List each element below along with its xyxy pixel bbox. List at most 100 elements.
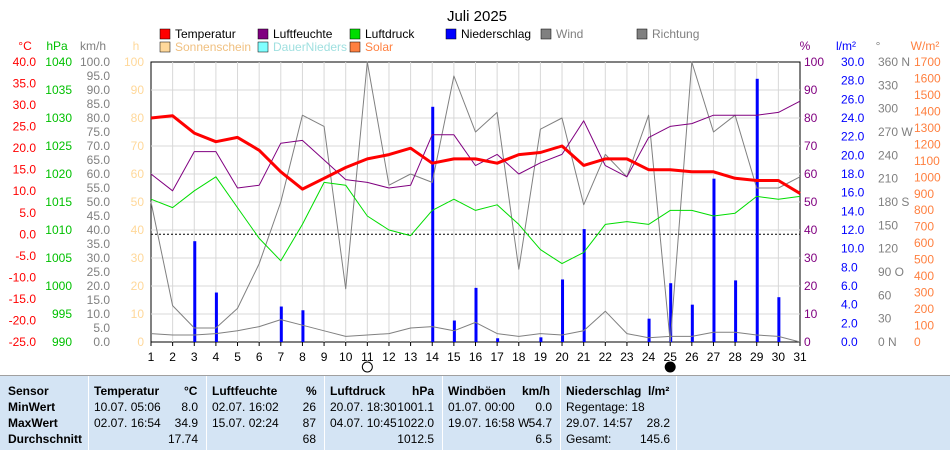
stat-rain-text-row-2: Gesamt:: [566, 432, 612, 446]
stat-wind-val-row-2: 6.5: [535, 432, 552, 446]
axis-tick-0-8: 0.0: [19, 227, 36, 241]
x-label-10: 10: [339, 350, 353, 364]
rain-bar-day-25: [669, 283, 673, 342]
axis-tick-6-5: 210: [878, 172, 898, 186]
axis-tick-5-13: 4.0: [841, 298, 858, 312]
x-label-21: 21: [577, 350, 591, 364]
axis-tick-7-7: 1000: [914, 170, 941, 184]
axis-unit-5: l/m²: [836, 39, 856, 53]
axis-tick-3-5: 50: [131, 195, 145, 209]
x-label-13: 13: [404, 350, 418, 364]
stat-press-time-row-0: 20.07. 18:30: [330, 400, 397, 414]
legend-label-6: Sonnenschein: [175, 40, 251, 54]
axis-tick-6-0: 360 N: [878, 55, 910, 69]
axis-tick-0-1: 35.0: [13, 77, 37, 91]
stat-hum-time-row-0: 02.07. 16:02: [212, 400, 279, 414]
axis-tick-3-8: 20: [131, 279, 145, 293]
axis-tick-2-0: 100.0: [80, 55, 110, 69]
axis-tick-2-18: 10.0: [87, 307, 111, 321]
axis-tick-0-13: -25.0: [9, 335, 37, 349]
series-line-luftdruck: [150, 176, 801, 265]
rain-bar-day-21: [582, 229, 586, 342]
axis-tick-5-15: 0.0: [841, 335, 858, 349]
legend-swatch-5: [636, 28, 648, 40]
x-label-5: 5: [234, 350, 241, 364]
axis-tick-7-0: 1700: [914, 55, 941, 69]
stat-wind-time-row-0: 01.07. 00:00: [448, 400, 515, 414]
axis-unit-3: h: [133, 39, 140, 53]
axis-tick-2-2: 90.0: [87, 83, 111, 97]
stat-temp-time-row-0: 10.07. 05:06: [94, 400, 161, 414]
axis-tick-2-14: 30.0: [87, 251, 111, 265]
axis-tick-2-8: 60.0: [87, 167, 111, 181]
axis-tick-3-2: 80: [131, 111, 145, 125]
x-label-6: 6: [256, 350, 263, 364]
stat-hum-val-row-2: 68: [302, 432, 316, 446]
axis-tick-4-9: 10: [804, 307, 818, 321]
axis-tick-0-9: -5.0: [15, 249, 36, 263]
x-label-30: 30: [772, 350, 786, 364]
stat-label-row-1: MaxWert: [8, 416, 58, 430]
axis-tick-4-1: 90: [804, 83, 818, 97]
stat-hum-time-row-1: 15.07. 02:24: [212, 416, 279, 430]
axis-tick-4-3: 70: [804, 139, 818, 153]
legend-swatch-0: [159, 28, 171, 40]
axis-tick-1-9: 995: [52, 307, 72, 321]
rain-bar-day-19: [539, 337, 543, 342]
axis-tick-2-13: 35.0: [87, 237, 111, 251]
stat-hum-val-row-1: 87: [302, 416, 316, 430]
axis-tick-6-11: 30: [878, 312, 892, 326]
axis-tick-0-11: -15.0: [9, 292, 37, 306]
axis-tick-0-12: -20.0: [9, 313, 37, 327]
stat-hum-val-row-0: 26: [302, 400, 316, 414]
axis-tick-0-2: 30.0: [13, 98, 37, 112]
axis-tick-2-16: 20.0: [87, 279, 111, 293]
axis-tick-1-10: 990: [52, 335, 72, 349]
axis-tick-2-5: 75.0: [87, 125, 111, 139]
axis-unit-4: %: [800, 39, 811, 53]
axis-tick-6-6: 180 S: [878, 195, 909, 209]
axis-tick-2-10: 50.0: [87, 195, 111, 209]
x-label-19: 19: [534, 350, 548, 364]
axis-tick-2-3: 85.0: [87, 97, 111, 111]
x-label-25: 25: [664, 350, 678, 364]
axis-tick-6-9: 90 O: [878, 265, 904, 279]
axis-tick-0-4: 20.0: [13, 141, 37, 155]
axis-tick-3-10: 0: [137, 335, 144, 349]
axis-tick-2-17: 15.0: [87, 293, 111, 307]
axis-tick-4-0: 100: [804, 55, 824, 69]
header-rain: Niederschlag: [566, 384, 642, 398]
axis-tick-4-10: 0: [804, 335, 811, 349]
series-line-wind: [150, 61, 801, 343]
rain-bar-day-4: [214, 292, 218, 342]
legend-swatch-6: [159, 41, 171, 53]
axis-tick-3-3: 70: [131, 139, 145, 153]
axis-unit-1: hPa: [46, 39, 68, 53]
rain-bar-day-29: [755, 78, 759, 343]
x-label-8: 8: [299, 350, 306, 364]
x-label-29: 29: [750, 350, 764, 364]
axis-tick-1-7: 1005: [45, 251, 72, 265]
x-axis: 1 2 3 4 5 6 7 8 9 10 11 12 13 14 15 16 17 18 19 20 21 22 23 24 2…: [148, 342, 807, 364]
x-label-31: 31: [793, 350, 807, 364]
axis-tick-7-9: 800: [914, 203, 934, 217]
stat-temp-val-row-0: 8.0: [181, 400, 198, 414]
axes: °C40.035.030.025.020.015.010.05.00.0-5.0…: [9, 39, 941, 349]
axis-tick-7-8: 900: [914, 187, 934, 201]
axis-tick-1-4: 1020: [45, 167, 72, 181]
series-line-temperatur: [150, 114, 801, 195]
stat-wind-val-row-0: 0.0: [535, 400, 552, 414]
statistics-table: Sensor Temperatur °C Luftfeuchte % Luftd…: [0, 375, 950, 450]
axis-tick-7-10: 700: [914, 220, 934, 234]
axis-tick-5-6: 18.0: [841, 167, 865, 181]
rain-bar-day-30: [777, 297, 781, 342]
axis-tick-2-19: 5.0: [93, 321, 110, 335]
axis-tick-2-1: 95.0: [87, 69, 111, 83]
axis-tick-6-2: 300: [878, 102, 898, 116]
legend-label-5: Richtung: [652, 27, 699, 41]
x-label-24: 24: [642, 350, 656, 364]
header-temperature: Temperatur: [94, 384, 160, 398]
axis-tick-7-12: 500: [914, 253, 934, 267]
axis-tick-0-0: 40.0: [13, 55, 37, 69]
axis-tick-6-8: 120: [878, 242, 898, 256]
